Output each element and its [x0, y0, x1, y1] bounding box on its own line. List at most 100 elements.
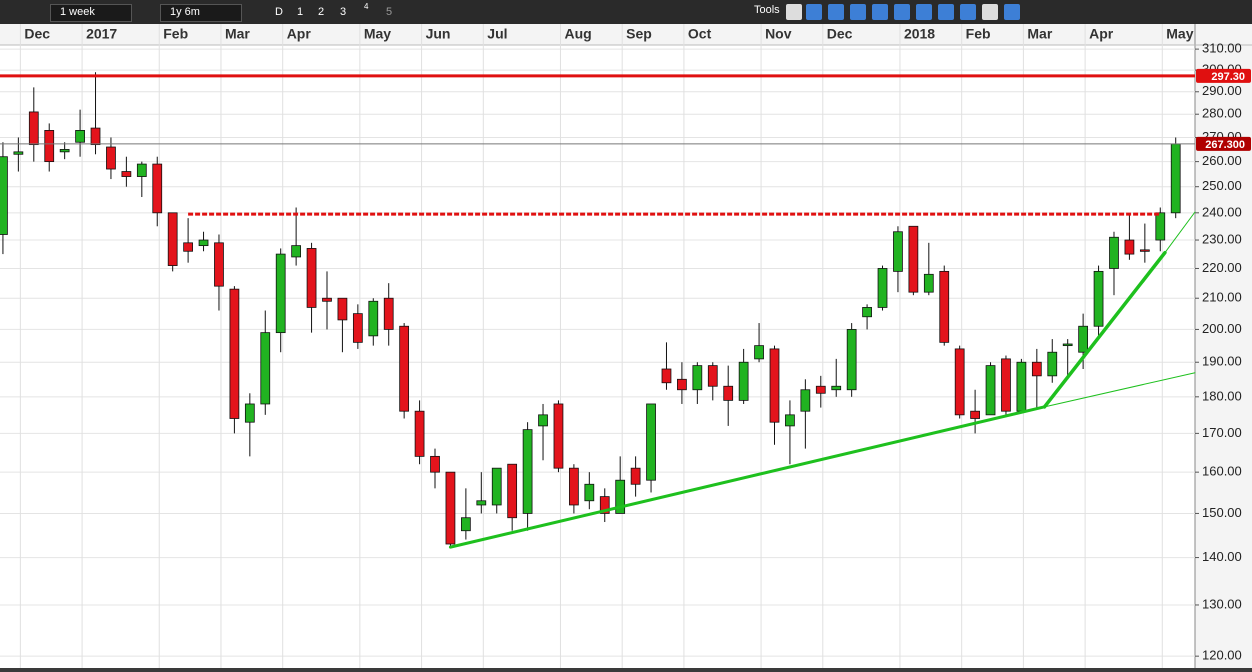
y-tick-label: 120.00: [1202, 648, 1242, 663]
candle-body: [44, 130, 55, 163]
candle-body: [337, 297, 348, 321]
y-tick-label: 140.00: [1202, 549, 1242, 564]
tool[interactable]: [960, 4, 976, 20]
candle-body: [522, 429, 533, 514]
tool[interactable]: [1004, 4, 1020, 20]
tool[interactable]: [828, 4, 844, 20]
candle-body: [121, 171, 132, 177]
y-tick-label: 190.00: [1202, 354, 1242, 369]
candle-body: [28, 111, 39, 146]
candle-body: [630, 467, 641, 485]
candle-body: [707, 365, 718, 387]
candle-body: [584, 483, 595, 502]
candle-body: [1155, 212, 1166, 241]
y-tick-label: 160.00: [1202, 464, 1242, 479]
price-box: [1196, 136, 1251, 151]
trendline: [1044, 372, 1196, 408]
price-label: 297.30: [1211, 71, 1245, 83]
candle-body: [1001, 358, 1011, 412]
tool[interactable]: [850, 4, 866, 20]
candle-body: [430, 455, 440, 473]
tool[interactable]: [894, 4, 910, 20]
tools[interactable]: Tools: [754, 4, 780, 16]
candle-body: [1109, 236, 1119, 269]
candle-body: [1031, 361, 1042, 377]
btn[interactable]: 2: [318, 6, 325, 18]
candle-body: [723, 385, 734, 401]
x-tick-label: May: [1166, 26, 1193, 42]
candle-body: [785, 414, 795, 427]
candle-body: [569, 467, 579, 506]
candle-body: [985, 365, 996, 416]
candle-body: [1124, 239, 1135, 255]
candle-body: [275, 253, 286, 334]
candle-body: [908, 225, 919, 293]
candle-body: [352, 313, 363, 343]
y-tick-label: 260.00: [1202, 153, 1242, 168]
candle-body: [970, 410, 980, 419]
x-tick-label: 2018: [904, 26, 935, 42]
date-header: [0, 24, 1252, 45]
y-tick-label: 220.00: [1202, 260, 1242, 275]
range-select[interactable]: [160, 4, 242, 22]
candle-body: [1062, 343, 1073, 347]
tool[interactable]: [786, 4, 802, 20]
tool[interactable]: [982, 4, 998, 20]
price-box: [1196, 68, 1251, 83]
candle-body: [491, 467, 502, 506]
btn[interactable]: 5: [386, 6, 393, 18]
candle-body: [599, 496, 610, 514]
x-tick-label: Apr: [287, 26, 312, 42]
plot-area: [0, 45, 1195, 668]
candle-body: [0, 156, 8, 235]
candle-body: [507, 463, 518, 519]
candle-body: [399, 325, 410, 412]
candle-body: [862, 307, 872, 318]
tool[interactable]: [806, 4, 822, 20]
candle-body: [1139, 249, 1150, 252]
candle-body: [1016, 361, 1027, 412]
tool[interactable]: [938, 4, 954, 20]
y-tick-label: 150.00: [1202, 505, 1242, 520]
btn[interactable]: 3: [340, 6, 347, 18]
candle-body: [90, 127, 101, 146]
chart: 120.00 130.00 140.00 150.00 160.00 170.00 180.…: [0, 24, 1252, 668]
y-tick-label: 250.00: [1202, 178, 1242, 193]
btn[interactable]: 4: [364, 2, 369, 11]
x-tick-label: May: [364, 26, 391, 42]
y-tick-label: 280.00: [1202, 106, 1242, 121]
btn[interactable]: 1: [297, 6, 304, 18]
candle-body: [615, 479, 626, 514]
tool[interactable]: [872, 4, 888, 20]
candle-body: [152, 163, 163, 214]
candle-body: [445, 471, 456, 545]
candle-body: [13, 151, 24, 155]
candle-body: [75, 130, 85, 143]
candle-body: [460, 517, 471, 532]
btn[interactable]: D: [275, 6, 283, 18]
x-tick-label: Feb: [163, 26, 188, 42]
candle-body: [322, 297, 332, 302]
candle-body: [1170, 143, 1181, 214]
x-tick-label: Jul: [487, 26, 507, 42]
x-tick-label: Mar: [225, 26, 250, 42]
candle-body: [800, 389, 811, 412]
y-tick-label: 230.00: [1202, 231, 1242, 246]
candle-body: [1093, 270, 1104, 327]
candle-body: [553, 403, 564, 469]
tool[interactable]: [916, 4, 932, 20]
candle-body: [59, 149, 70, 153]
candle-body: [738, 361, 749, 401]
x-tick-label: Mar: [1027, 26, 1052, 42]
interval-select[interactable]: [50, 4, 132, 22]
x-tick-label: Sep: [626, 26, 652, 42]
y-tick-label: 310.00: [1202, 41, 1242, 56]
candle-body: [815, 385, 826, 394]
x-tick-label: Apr: [1089, 26, 1114, 42]
candle-body: [136, 163, 147, 177]
candle-body: [538, 414, 548, 427]
candle-body: [368, 300, 379, 337]
trendline: [1164, 211, 1196, 254]
candle-body: [306, 248, 317, 308]
